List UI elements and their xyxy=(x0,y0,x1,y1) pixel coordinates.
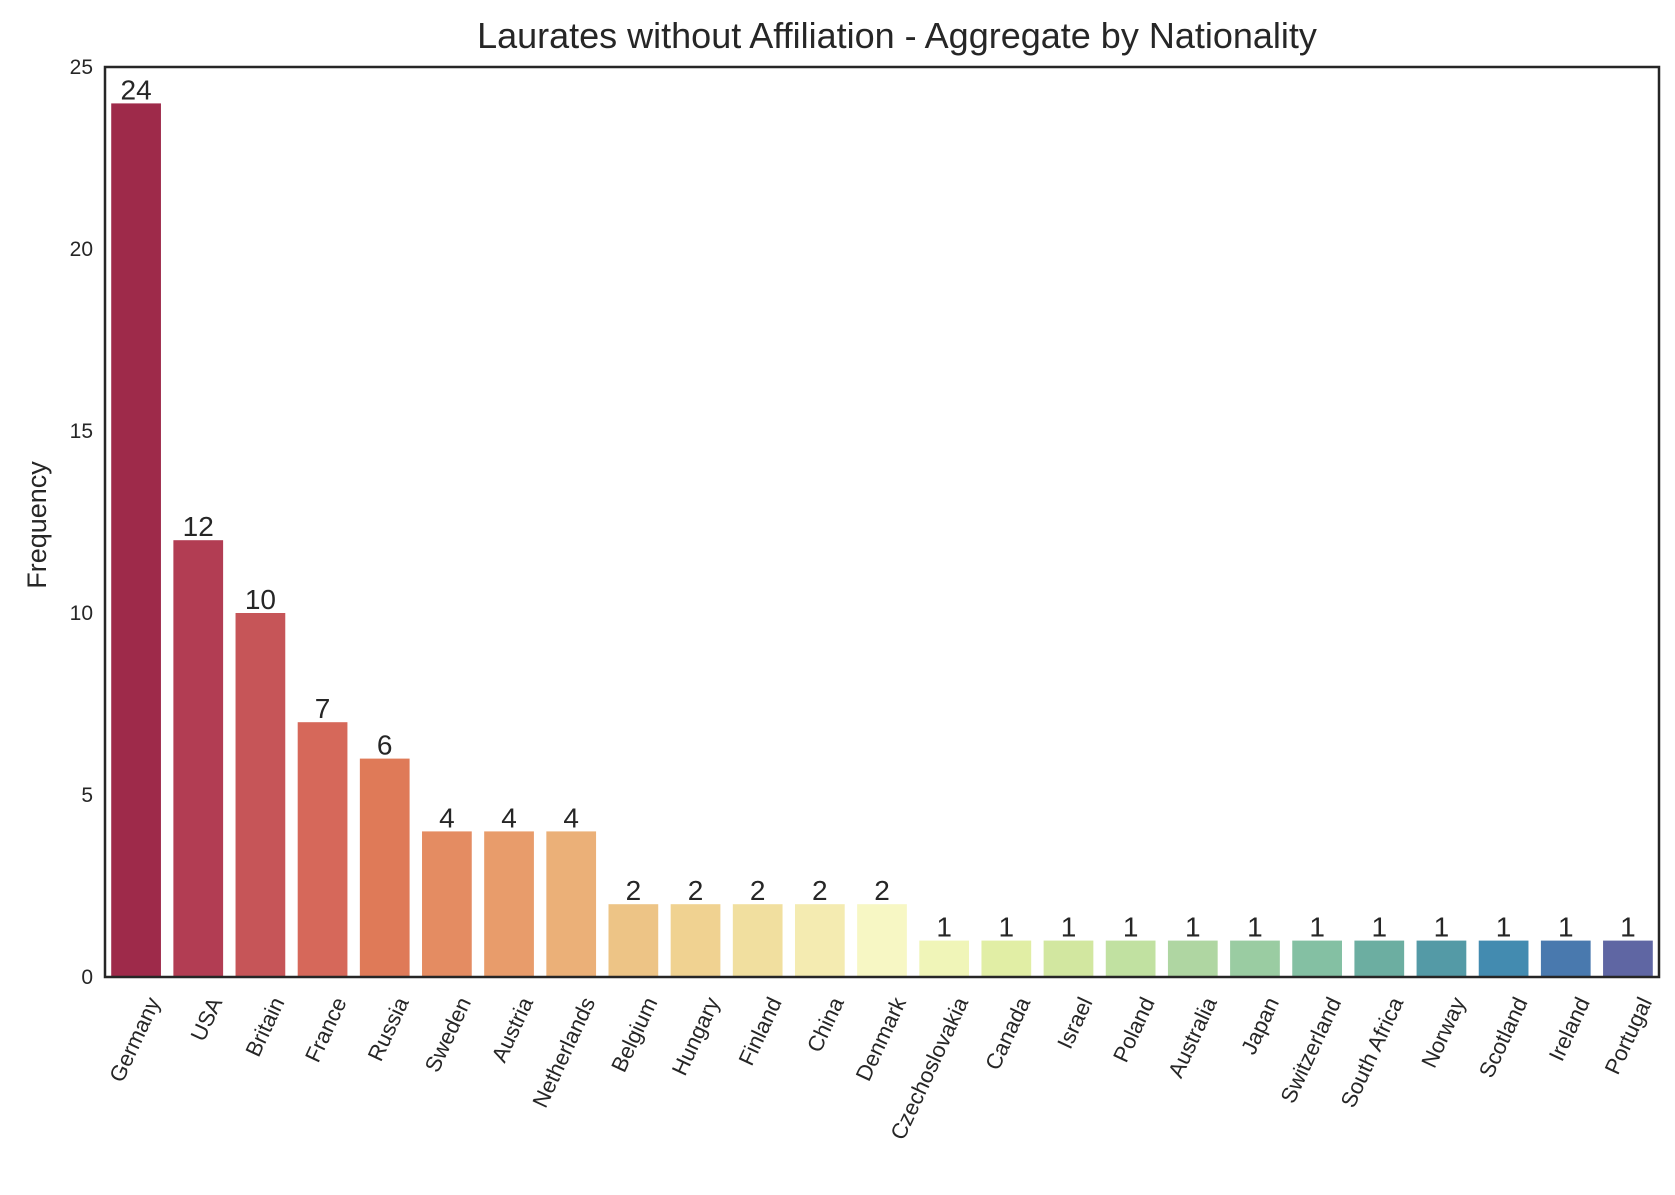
x-tick-label: Britain xyxy=(240,993,289,1060)
y-tick-label: 5 xyxy=(81,784,93,807)
chart-title: Laurates without Affiliation - Aggregate… xyxy=(477,15,1317,56)
bar-portugal xyxy=(1603,940,1653,977)
x-tick-label: Japan xyxy=(1236,993,1284,1058)
bar-canada xyxy=(981,940,1032,977)
x-tick-label: Germany xyxy=(104,993,165,1086)
x-tick-label: Finland xyxy=(734,993,787,1069)
bar-value-label: 6 xyxy=(377,730,393,761)
x-tick-label: Ireland xyxy=(1544,993,1595,1065)
bar-netherlands xyxy=(546,831,597,977)
bar-value-label: 1 xyxy=(999,912,1015,943)
y-tick-label: 10 xyxy=(70,602,93,625)
bar-value-label: 1 xyxy=(1496,912,1512,943)
bar-value-label: 2 xyxy=(812,875,828,906)
x-tick-label: Austria xyxy=(486,993,538,1066)
plot-frame xyxy=(103,65,1661,979)
bar-value-label: 1 xyxy=(1371,912,1387,943)
bar-value-label: 2 xyxy=(688,875,704,906)
bar-value-label: 1 xyxy=(1309,912,1325,943)
bar-japan xyxy=(1230,940,1280,977)
bar-value-label: 4 xyxy=(563,802,579,833)
bar-france xyxy=(297,722,348,977)
bar-belgium xyxy=(608,904,659,977)
bar-value-label: 12 xyxy=(183,511,214,542)
bar-china xyxy=(794,904,845,977)
x-tick-label: Australia xyxy=(1163,993,1222,1082)
bar-south-africa xyxy=(1354,940,1405,977)
bar-hungary xyxy=(670,904,721,977)
bar-value-label: 1 xyxy=(1558,912,1574,943)
x-tick-label: Israel xyxy=(1052,993,1097,1052)
x-axis-ticks: Germany USA Britain France Russia Sweden Austr… xyxy=(104,992,1657,1143)
x-tick-label: Norway xyxy=(1416,993,1470,1071)
y-tick-label: 0 xyxy=(81,966,93,989)
x-tick-label: Denmark xyxy=(851,992,912,1084)
bar-value-label: 4 xyxy=(501,802,517,833)
x-tick-label: Switzerland xyxy=(1275,993,1346,1107)
bar-value-label: 7 xyxy=(315,693,331,724)
y-axis-ticks: 0 5 10 15 20 25 xyxy=(70,56,93,989)
y-axis-label: Frequency xyxy=(22,461,52,589)
bar-israel xyxy=(1043,940,1094,977)
x-tick-label: Netherlands xyxy=(527,993,600,1111)
bar-value-label: 1 xyxy=(936,912,952,943)
bar-labels-group: 24 12 10 7 6 4 4 4 2 2 2 2 2 1 1 1 1 1 1 1 1 1 1 1 1 xyxy=(121,74,1636,942)
x-tick-label: Russia xyxy=(363,993,414,1065)
bar-australia xyxy=(1167,940,1218,977)
x-tick-label: Scotland xyxy=(1474,993,1533,1081)
bar-value-label: 1 xyxy=(1123,912,1139,943)
bar-value-label: 1 xyxy=(1247,912,1263,943)
bar-value-label: 10 xyxy=(245,584,276,615)
bar-austria xyxy=(484,831,534,977)
bar-czechoslovakia xyxy=(919,940,970,977)
y-tick-label: 15 xyxy=(70,420,93,443)
bar-usa xyxy=(173,540,224,977)
bar-denmark xyxy=(857,904,907,977)
bar-poland xyxy=(1105,940,1156,977)
bar-russia xyxy=(359,758,410,977)
bar-value-label: 4 xyxy=(439,802,455,833)
x-tick-label: Poland xyxy=(1108,993,1160,1066)
x-tick-label: South Africa xyxy=(1336,993,1409,1112)
bar-value-label: 1 xyxy=(1620,912,1636,943)
x-tick-label: China xyxy=(802,993,849,1056)
bar-scotland xyxy=(1478,940,1529,977)
bar-value-label: 1 xyxy=(1185,912,1201,943)
bar-finland xyxy=(732,904,783,977)
x-tick-label: Hungary xyxy=(667,993,725,1079)
bar-ireland xyxy=(1540,940,1591,977)
bar-value-label: 1 xyxy=(1061,912,1077,943)
x-tick-label: France xyxy=(300,993,352,1066)
x-tick-label: Belgium xyxy=(606,993,662,1076)
bars-group xyxy=(111,103,1653,977)
x-tick-label: USA xyxy=(185,993,227,1045)
bar-switzerland xyxy=(1292,940,1342,977)
bar-sweden xyxy=(422,831,472,977)
y-tick-label: 25 xyxy=(70,56,93,79)
x-tick-label: Canada xyxy=(980,993,1036,1074)
x-tick-label: Portugal xyxy=(1600,993,1657,1078)
bar-norway xyxy=(1416,940,1467,977)
x-tick-label: Sweden xyxy=(420,993,476,1076)
bar-value-label: 24 xyxy=(121,74,152,105)
bar-value-label: 2 xyxy=(626,875,642,906)
bar-value-label: 2 xyxy=(750,875,766,906)
y-tick-label: 20 xyxy=(70,238,93,261)
bar-value-label: 2 xyxy=(874,875,890,906)
bar-value-label: 1 xyxy=(1434,912,1450,943)
bar-germany xyxy=(111,103,161,977)
bar-britain xyxy=(235,613,286,977)
